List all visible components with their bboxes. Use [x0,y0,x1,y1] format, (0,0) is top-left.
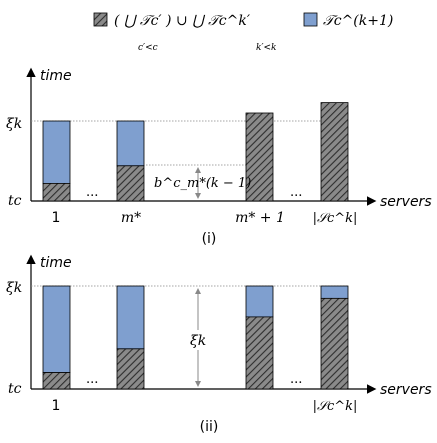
panel-ii-annotation: ξk [190,333,206,349]
panel-i-bar-4-hatched [320,102,349,202]
panel-ii-y-top-label: ξk [6,280,22,296]
panel-ii-bar-4-hatched [320,297,349,390]
panel-i-bar-1-hatched [42,182,71,202]
panel-ii-bars [42,285,349,390]
panel-i-annotation: b^c_m*(k − 1) [154,176,251,191]
panel-i-x-label-m: m* [121,210,141,226]
panel-ii-x-label-1: 1 [52,398,61,414]
panel-ii-bar-3-hatched [245,316,274,390]
legend-hatched-sublabel-left: c′<c [138,43,158,53]
panel-ii-bar-1-blue [42,285,71,373]
panel-i-ellipsis-right: ... [290,185,302,200]
panel-ii-y-bottom-label: tc [8,381,22,397]
panel-i-bar-1-blue [42,120,71,184]
panel-ii-bar-1-hatched [42,372,71,390]
panel-i-bar-2-hatched [116,165,145,202]
panel-ii-y-axis-label: time [40,255,72,271]
legend-hatched-sublabel-right: k′<k [256,43,277,53]
legend-hatched-swatch [93,12,108,27]
panel-ii-caption: (ii) [200,419,219,435]
panel-i: time servers ξk tc b^c_m*(k − 1) ... ...… [6,67,432,247]
panel-ii-bar-2-blue [116,285,145,350]
panel-i-ellipsis-left: ... [86,185,98,200]
legend: ( ⋃ 𝒯c′ ) ∪ ⋃ 𝒯c^k′ c′<c k′<k 𝒯c^(k+1) [93,12,393,53]
panel-i-y-axis-label: time [40,68,72,84]
panel-i-x-label-m1: m* + 1 [235,210,285,226]
panel-i-y-top-label: ξk [6,116,22,132]
panel-i-caption: (i) [202,231,217,247]
panel-ii-ellipsis-right: ... [290,372,302,387]
panel-ii-x-label-s: |𝒮c^k| [313,399,358,414]
panel-i-x-label-1: 1 [52,210,61,226]
legend-hatched-label: ( ⋃ 𝒯c′ ) ∪ ⋃ 𝒯c^k′ [114,13,251,29]
panel-i-bar-3-hatched [245,112,274,202]
panel-ii-bar-2-hatched [116,348,145,390]
panel-ii-bar-3-blue [245,285,274,318]
panel-i-x-axis-label: servers [380,194,432,210]
panel-ii-ellipsis-left: ... [86,372,98,387]
panel-i-bar-2-blue [116,120,145,167]
panel-ii: time servers ξk tc ξk ... ... 1 |𝒮c^k| (… [6,254,432,435]
panel-ii-bar-4-blue [320,285,349,299]
legend-blue-swatch [303,12,318,27]
panel-ii-x-axis-label: servers [380,382,432,398]
panel-i-bars [42,102,349,202]
panel-i-x-label-s: |𝒮c^k| [313,211,358,226]
legend-blue-label: 𝒯c^(k+1) [323,13,393,29]
panel-i-y-bottom-label: tc [8,193,22,209]
